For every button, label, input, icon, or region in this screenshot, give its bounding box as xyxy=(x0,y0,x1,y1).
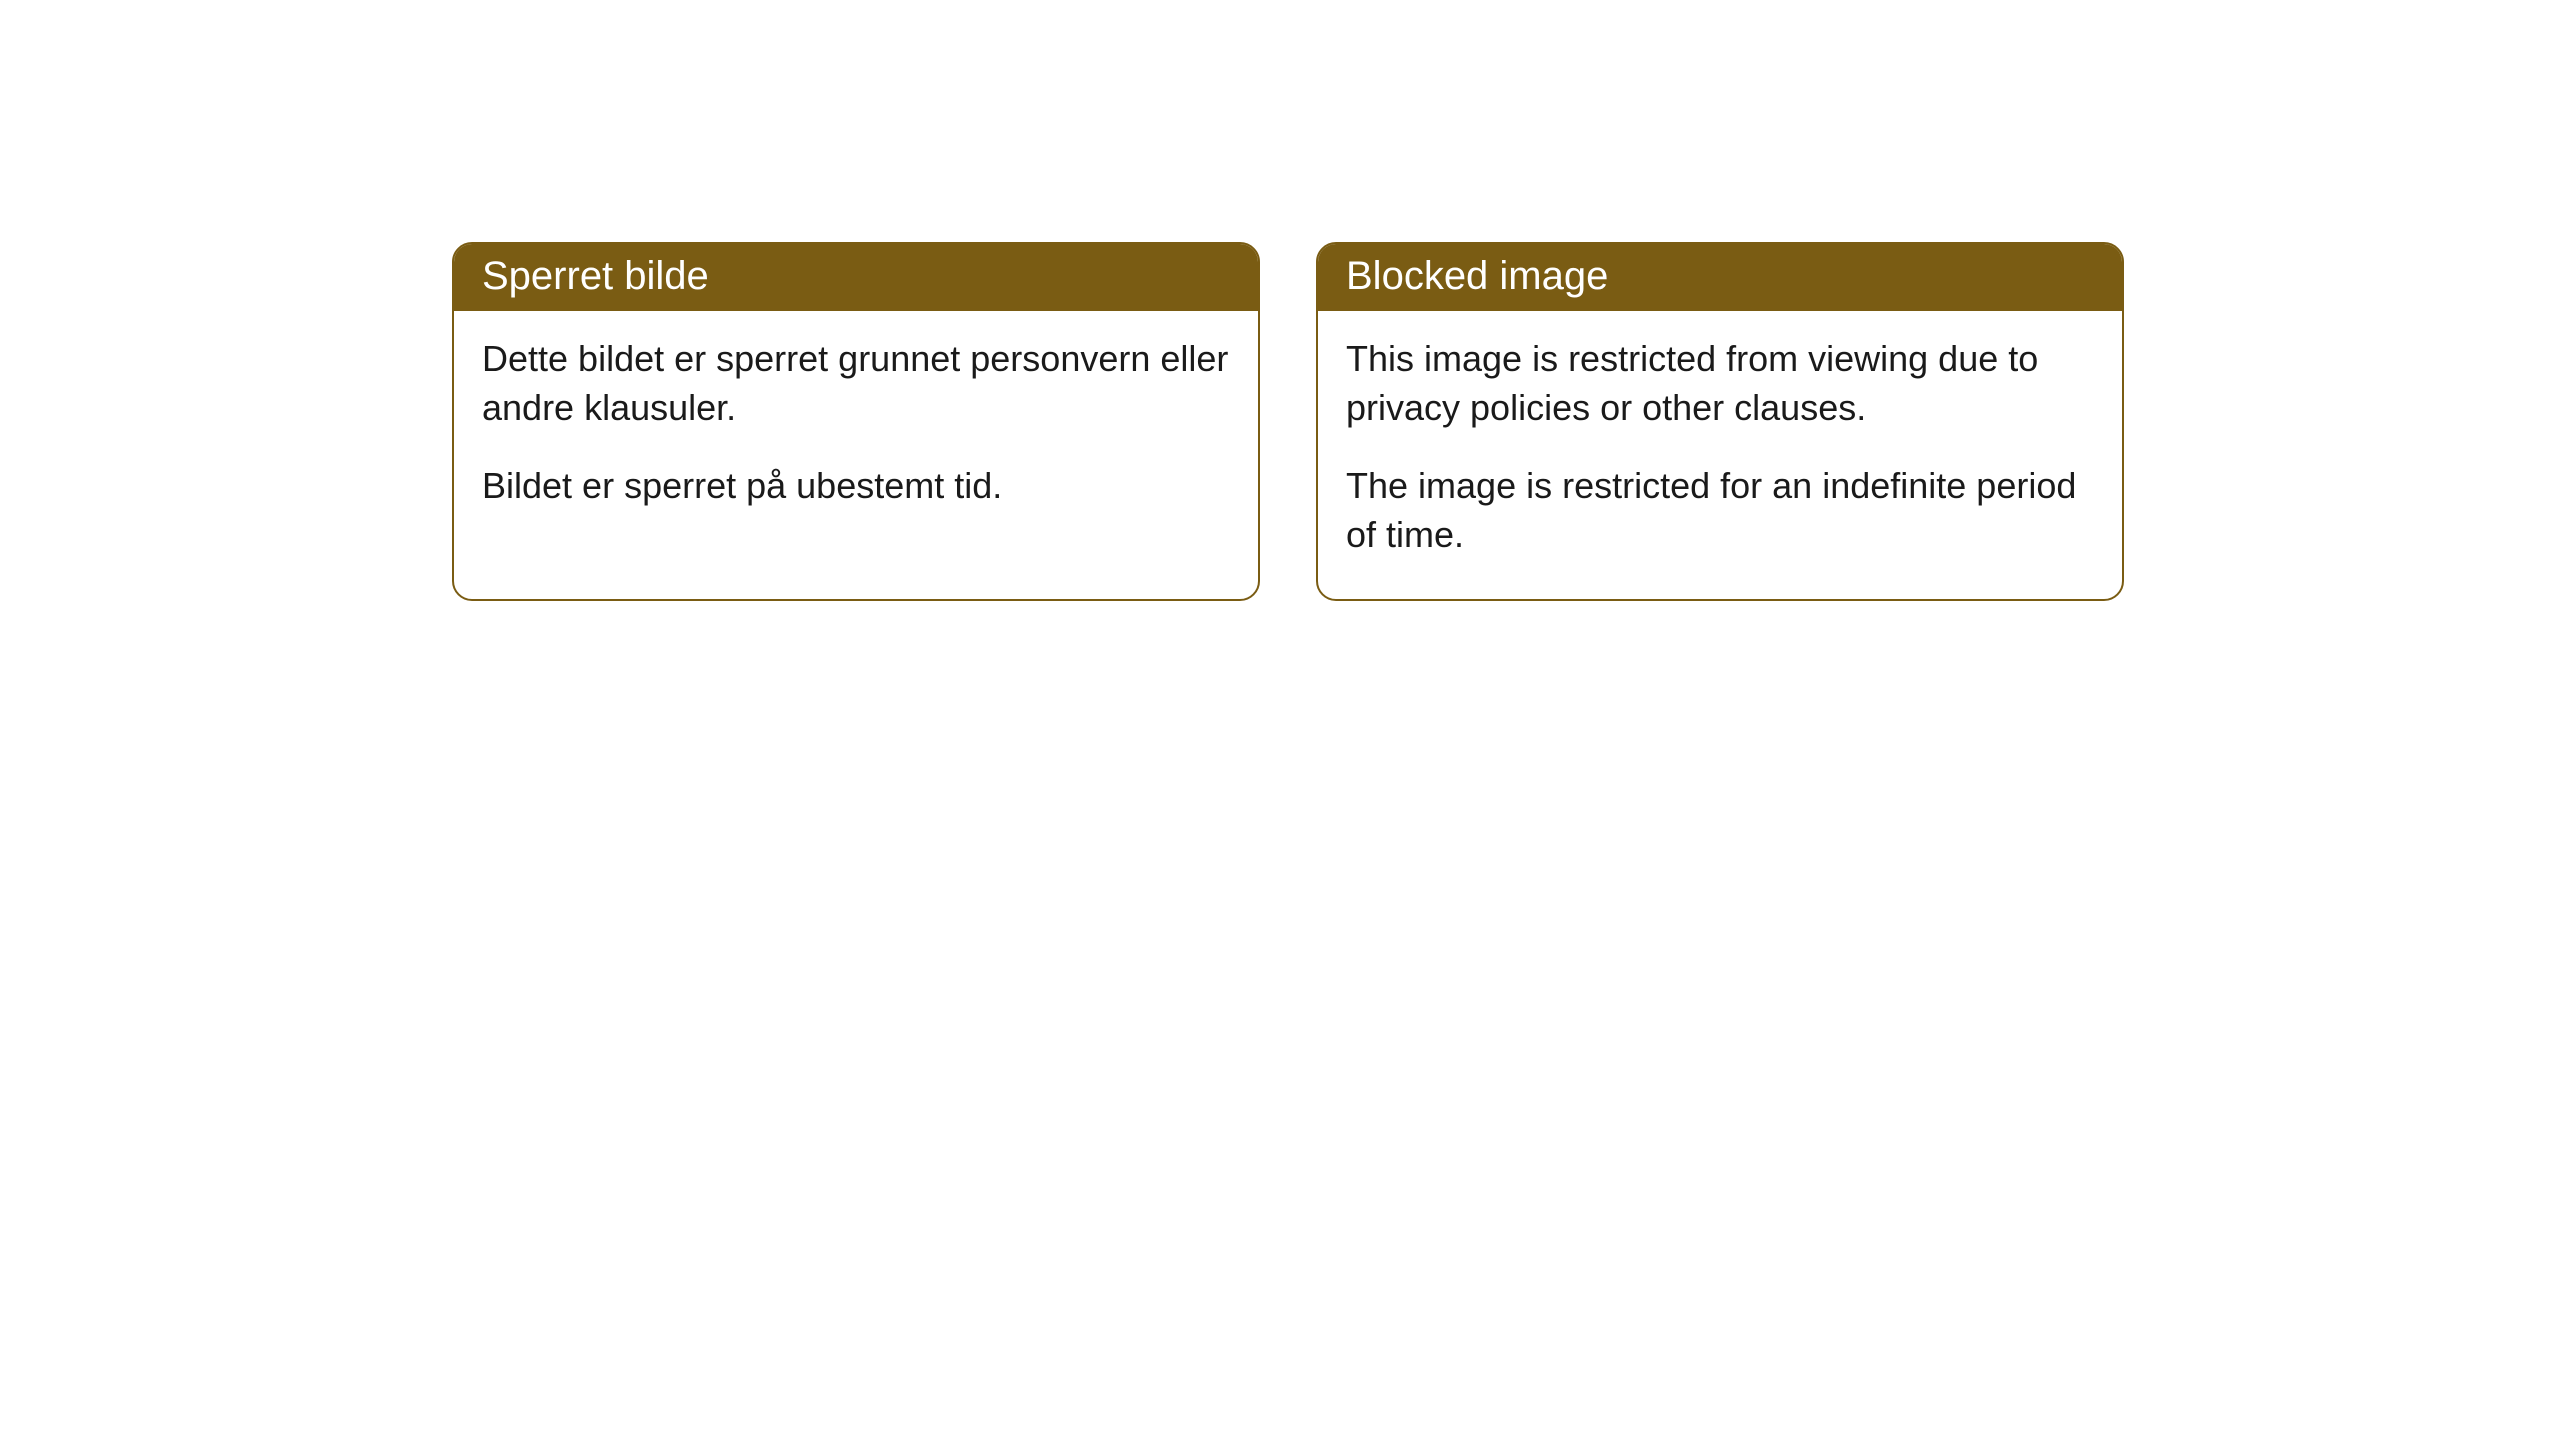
card-paragraph-nb-1: Dette bildet er sperret grunnet personve… xyxy=(482,335,1230,432)
blocked-image-card-en: Blocked image This image is restricted f… xyxy=(1316,242,2124,601)
card-title-nb: Sperret bilde xyxy=(454,244,1258,311)
notice-cards-container: Sperret bilde Dette bildet er sperret gr… xyxy=(0,0,2560,601)
blocked-image-card-nb: Sperret bilde Dette bildet er sperret gr… xyxy=(452,242,1260,601)
card-body-nb: Dette bildet er sperret grunnet personve… xyxy=(454,311,1258,551)
card-paragraph-en-2: The image is restricted for an indefinit… xyxy=(1346,462,2094,559)
card-body-en: This image is restricted from viewing du… xyxy=(1318,311,2122,599)
card-paragraph-en-1: This image is restricted from viewing du… xyxy=(1346,335,2094,432)
card-title-en: Blocked image xyxy=(1318,244,2122,311)
card-paragraph-nb-2: Bildet er sperret på ubestemt tid. xyxy=(482,462,1230,511)
